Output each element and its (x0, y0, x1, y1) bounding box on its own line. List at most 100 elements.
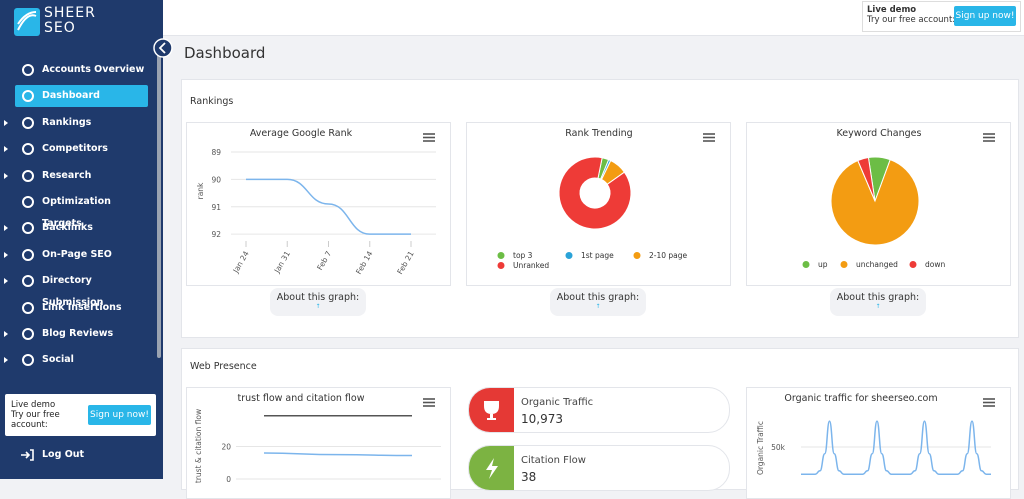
collapse-button[interactable] (153, 38, 173, 58)
chart-title: trust flow and citation flow (237, 393, 364, 404)
about-button[interactable]: About this graph: ↑ (830, 288, 926, 316)
chart-card: Average Google Rank 89 90 91 92 rank Jan 24 Jan… (186, 122, 451, 286)
chart-title: Organic traffic for sheerseo.com (784, 393, 937, 404)
logout[interactable]: Log Out (42, 449, 85, 460)
y-axis-label: trust & citation flow (194, 409, 203, 483)
chart: trust flow and citation flow 0 20 trust & c… (194, 393, 441, 484)
menu-item[interactable]: Research (15, 165, 148, 187)
y-tick-label: 20 (221, 443, 231, 452)
menu-icon (22, 275, 34, 288)
signup-button[interactable]: Sign up now! (954, 6, 1016, 26)
icon-shape (22, 116, 34, 129)
menu-item[interactable]: Blog Reviews (15, 323, 148, 345)
legend-label[interactable]: top 3 (513, 251, 533, 260)
legend-label[interactable]: 2-10 page (649, 251, 688, 260)
logo-line: SEO (44, 20, 76, 36)
stat-value: 10,973 (521, 412, 563, 426)
menu-item[interactable]: On-Page SEO (15, 244, 148, 266)
slice (857, 156, 876, 202)
legend-swatch (497, 262, 505, 269)
icon-shape (22, 301, 34, 314)
menu-item[interactable]: Dashboard (15, 85, 148, 108)
menu-item[interactable]: Social (15, 349, 148, 371)
x-tick-label: Jan 31 (272, 249, 292, 275)
demo-title: Live demo (11, 400, 56, 410)
legend-label[interactable]: down (925, 260, 945, 269)
menu-label: Backlinks (42, 222, 93, 234)
legend-swatch (840, 261, 848, 268)
legend-swatch (565, 252, 573, 259)
menu-label: Social (42, 354, 74, 366)
legend-label[interactable]: unchanged (856, 260, 898, 269)
legend-label[interactable]: Unranked (513, 261, 549, 270)
menu-item[interactable]: Directory Submission (15, 270, 148, 308)
menu-item[interactable]: Competitors (15, 138, 148, 160)
line (801, 420, 991, 475)
x-tick-label: Feb 7 (315, 249, 333, 271)
chevron (4, 225, 8, 232)
menu-item[interactable]: Backlinks (15, 217, 148, 239)
about-icon: ↑ (595, 303, 601, 310)
chart-card: Organic traffic for sheerseo.com 50k Organ… (746, 387, 1011, 499)
chevron-shape (4, 251, 8, 258)
chart-title: Rank Trending (565, 128, 632, 139)
menu-label: Dashboard (42, 90, 100, 102)
chevron (4, 146, 8, 153)
legend-label[interactable]: up (818, 260, 828, 269)
slice (558, 156, 632, 230)
slice (830, 159, 920, 246)
demo-text: Try our free account: (11, 410, 60, 430)
menu-item[interactable]: Link Insertions (15, 297, 148, 319)
icon-shape (22, 328, 34, 340)
about-icon: ↑ (875, 303, 881, 310)
logo-text: SHEER SEO (44, 6, 96, 36)
y-axis-label: Organic Traffic (756, 421, 765, 475)
icon (486, 458, 498, 479)
chart: Organic traffic for sheerseo.com 50k Organ… (756, 393, 995, 475)
panel-title: Rankings (190, 96, 234, 107)
x-tick-label: Feb 21 (395, 249, 416, 276)
icon-shape (22, 196, 34, 208)
chart-title: Average Google Rank (250, 128, 353, 139)
menu-item[interactable]: Optimization Targets (15, 191, 148, 229)
icon-shape (22, 64, 34, 76)
menu-item[interactable]: Rankings (15, 112, 148, 134)
demo-title: Live demo (867, 5, 917, 15)
line (246, 178, 411, 235)
line (263, 452, 413, 457)
stat-label: Organic Traffic (521, 397, 594, 408)
x-tick-label: Feb 14 (354, 249, 375, 276)
menu-label: Competitors (42, 143, 108, 155)
chart: Keyword Changes up unchanged down (802, 128, 995, 269)
menu-icon (22, 328, 34, 340)
menu-icon (22, 354, 34, 367)
menu-label: Directory Submission (42, 275, 104, 309)
chart: Average Google Rank 89 90 91 92 rank Jan 24 Jan… (196, 128, 436, 276)
chevron (4, 331, 8, 337)
menu-label: Rankings (42, 116, 92, 128)
signup-button[interactable]: Sign up now! (88, 405, 151, 425)
stat-value: 38 (521, 470, 537, 484)
about-text: About this graph: (556, 292, 640, 303)
top-demo: Live demo Try our free account: Sign up n… (862, 1, 1021, 32)
chevron-shape (4, 172, 8, 179)
page-title: Dashboard (184, 44, 266, 62)
y-axis-label: rank (196, 182, 205, 199)
icon-shape (486, 458, 498, 479)
y-tick-label: 91 (211, 203, 221, 212)
about-icon: ↑ (315, 303, 321, 310)
icon-shape (22, 90, 34, 103)
stat-icon (469, 446, 514, 490)
icon-shape (22, 354, 34, 367)
about-button[interactable]: About this graph: ↑ (550, 288, 646, 316)
demo-box: Live demo Try our free account: Sign up n… (5, 394, 156, 436)
legend-swatch (802, 261, 810, 268)
legend-label[interactable]: 1st page (581, 251, 614, 260)
menu-icon (22, 169, 34, 182)
menu-item[interactable]: Accounts Overview (15, 59, 148, 81)
stat-card: Citation Flow 38 (468, 445, 730, 491)
about-button[interactable]: About this graph: ↑ (270, 288, 366, 316)
about-text: About this graph: (836, 292, 920, 303)
icon-shape (22, 248, 34, 261)
